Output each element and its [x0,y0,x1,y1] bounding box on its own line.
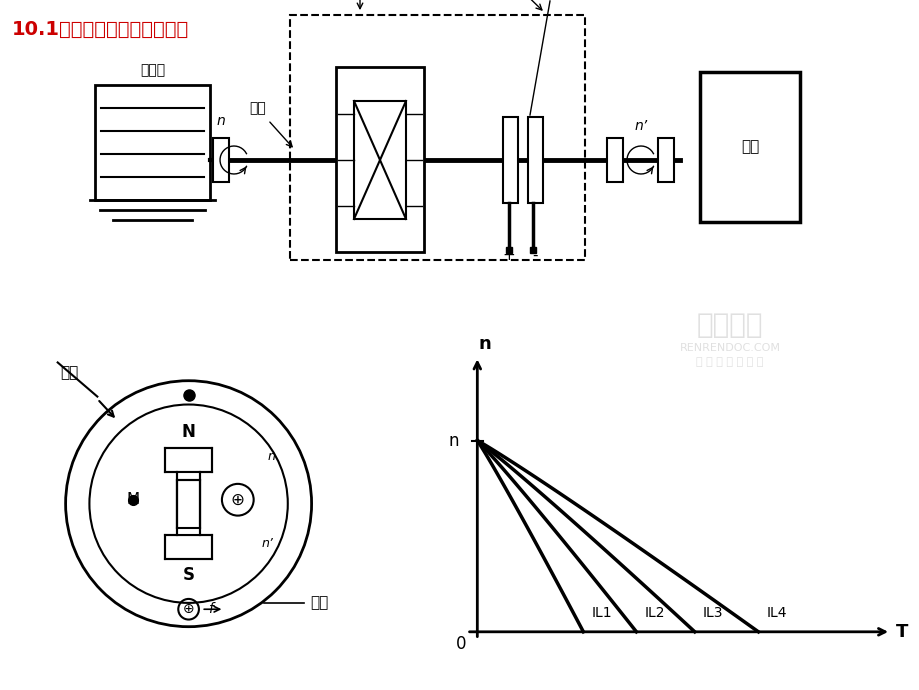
Text: IL3: IL3 [702,607,722,620]
Bar [177,472,199,528]
Text: 人人文库: 人人文库 [696,311,763,339]
Bar [165,448,212,472]
Text: f: f [209,602,213,616]
Text: IL1: IL1 [591,607,611,620]
Text: n: n [479,335,491,353]
Text: ⊕: ⊕ [183,602,194,616]
Bar [528,117,542,203]
Text: n: n [216,114,225,128]
Text: RENRENDOC.COM: RENRENDOC.COM [679,343,779,353]
Text: n’: n’ [262,537,274,550]
Text: n: n [448,432,459,450]
Text: n: n [267,450,276,462]
Text: ⊕: ⊕ [231,491,244,509]
Bar [699,72,800,222]
Text: IL4: IL4 [766,607,786,620]
Text: 磁极: 磁极 [310,595,328,611]
Bar [95,85,210,200]
Bar [213,138,229,182]
Text: 0: 0 [456,635,466,653]
Bar [177,480,199,535]
Bar [289,15,584,260]
Bar [607,138,622,182]
Text: -: - [532,248,538,263]
Bar [165,535,212,559]
Bar [335,67,424,252]
Text: 电枢: 电枢 [61,365,79,380]
Text: +: + [502,248,515,263]
Text: 下 载 高 清 无 水 印: 下 载 高 清 无 水 印 [696,357,763,367]
Bar [503,117,517,203]
Text: 负载: 负载 [740,139,758,155]
Text: IL2: IL2 [643,607,664,620]
Text: T: T [895,623,908,641]
Text: 电动机: 电动机 [140,63,165,77]
Bar [657,138,674,182]
Text: M: M [126,492,140,507]
Bar [354,101,405,219]
Text: S: S [182,566,195,584]
Text: 10.1电磁滑差离合器调速系统: 10.1电磁滑差离合器调速系统 [12,20,189,39]
Bar [177,480,199,528]
Text: n’: n’ [634,119,647,133]
Text: 电枢: 电枢 [249,101,267,115]
Text: N: N [181,423,196,442]
